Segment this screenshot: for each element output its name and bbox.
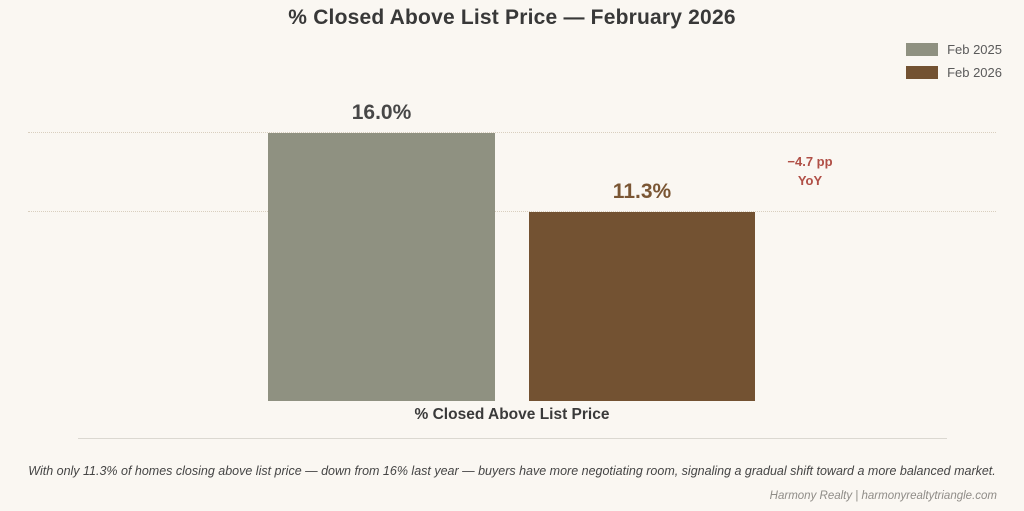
value-label-feb-2025: 16.0% xyxy=(351,101,412,124)
footnote: With only 11.3% of homes closing above l… xyxy=(28,464,996,478)
plot-area: 16.0% 11.3% xyxy=(28,101,996,401)
legend-swatch-feb-2025 xyxy=(906,43,939,56)
yoy-annotation: −4.7 pp YoY xyxy=(760,152,860,190)
bar-feb-2025 xyxy=(268,133,495,401)
chart-title: % Closed Above List Price — February 202… xyxy=(288,6,736,29)
gridline-11-3 xyxy=(28,210,996,212)
legend-label: Feb 2025 xyxy=(947,42,1002,57)
legend-item-feb-2025: Feb 2025 xyxy=(906,42,1002,57)
yoy-annotation-value: −4.7 pp xyxy=(787,154,833,169)
value-label-feb-2026: 11.3% xyxy=(612,179,672,203)
gridline-16 xyxy=(28,132,996,133)
bar-feb-2026 xyxy=(529,211,755,401)
yoy-annotation-unit: YoY xyxy=(797,173,823,188)
legend-swatch-feb-2026 xyxy=(906,66,939,79)
x-axis-label: % Closed Above List Price xyxy=(414,406,610,423)
legend-item-feb-2026: Feb 2026 xyxy=(906,65,1002,80)
legend: Feb 2025 Feb 2026 xyxy=(906,42,1002,80)
legend-label: Feb 2026 xyxy=(947,65,1002,80)
footer-divider xyxy=(78,438,947,439)
source-credit: Harmony Realty | harmonyrealtytriangle.c… xyxy=(769,490,997,502)
